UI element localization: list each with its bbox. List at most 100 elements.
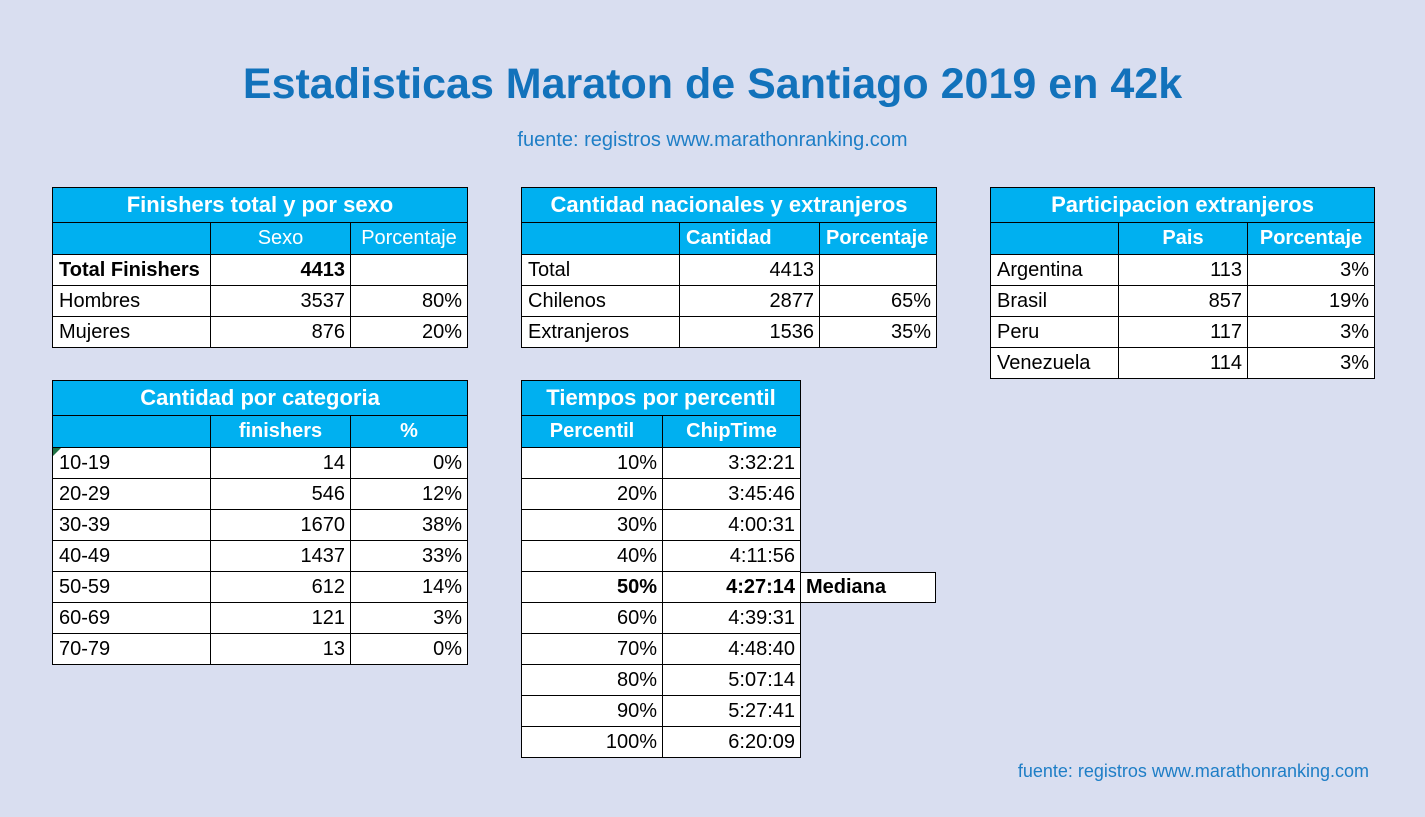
cell-label: 40-49 bbox=[52, 540, 211, 572]
table-header-row: Sexo Porcentaje bbox=[52, 222, 468, 255]
table-row: 50-59 612 14% bbox=[52, 571, 469, 603]
cell-value: 13 bbox=[210, 633, 351, 665]
excel-error-indicator-icon bbox=[53, 448, 61, 456]
cell-pct: 3% bbox=[1246, 316, 1376, 348]
table-row: 90% 5:27:41 bbox=[521, 695, 802, 727]
mediana-note-cell: Mediana bbox=[800, 572, 936, 603]
header-cell-porcentaje: Porcentaje bbox=[819, 222, 937, 255]
cell-value: 876 bbox=[210, 316, 351, 348]
table-row: Peru 117 3% bbox=[990, 316, 1376, 348]
cell-value: 546 bbox=[210, 478, 351, 510]
table-row: Argentina 113 3% bbox=[990, 254, 1376, 286]
header-cell-porcentaje: Porcentaje bbox=[350, 222, 468, 255]
cell-label: Argentina bbox=[990, 254, 1119, 286]
table-header-row: Percentil ChipTime bbox=[521, 415, 802, 448]
cell-value: 2877 bbox=[679, 285, 820, 317]
table-row: 80% 5:07:14 bbox=[521, 664, 802, 696]
table-row: 40-49 1437 33% bbox=[52, 540, 469, 572]
cell-percentil: 20% bbox=[521, 478, 663, 510]
table-row: Total 4413 bbox=[521, 254, 937, 286]
table-title-row: Cantidad nacionales y extranjeros bbox=[521, 187, 937, 223]
cell-value: 4413 bbox=[679, 254, 820, 286]
header-cell-cantidad: Cantidad bbox=[679, 222, 820, 255]
cell-pct: 0% bbox=[349, 447, 469, 479]
table-header-row: Cantidad Porcentaje bbox=[521, 222, 937, 255]
page-title: Estadisticas Maraton de Santiago 2019 en… bbox=[242, 60, 1183, 108]
cell-value: 1536 bbox=[679, 316, 820, 348]
table-tiempos-percentil: Tiempos por percentil Percentil ChipTime… bbox=[520, 380, 802, 758]
cell-pct: 35% bbox=[819, 316, 937, 348]
cell-percentil: 40% bbox=[521, 540, 663, 572]
cell-value: 117 bbox=[1118, 316, 1248, 348]
cell-percentil: 80% bbox=[521, 664, 663, 696]
cell-pct: 14% bbox=[349, 571, 469, 603]
cell-pct: 33% bbox=[349, 540, 469, 572]
footer-source: fuente: registros www.marathonranking.co… bbox=[1017, 761, 1369, 781]
cell-chiptime: 4:39:31 bbox=[661, 602, 802, 634]
cell-label: Total Finishers bbox=[52, 254, 211, 286]
cell-label: Extranjeros bbox=[521, 316, 680, 348]
cell-percentil: 90% bbox=[521, 695, 663, 727]
table-row: Hombres 3537 80% bbox=[52, 285, 468, 317]
cell-pct bbox=[350, 254, 468, 286]
header-cell-pais: Pais bbox=[1118, 222, 1248, 255]
table-row: 60-69 121 3% bbox=[52, 602, 469, 634]
table-row: 40% 4:11:56 bbox=[521, 540, 802, 572]
table-row: 10% 3:32:21 bbox=[521, 447, 802, 479]
table-header-row: finishers % bbox=[52, 415, 469, 448]
table-nacionales-extranjeros: Cantidad nacionales y extranjeros Cantid… bbox=[521, 187, 937, 348]
cell-value: 121 bbox=[210, 602, 351, 634]
cell-chiptime: 4:48:40 bbox=[661, 633, 802, 665]
table-row: 100% 6:20:09 bbox=[521, 726, 802, 758]
table-row: 30-39 1670 38% bbox=[52, 509, 469, 541]
table-title: Cantidad por categoria bbox=[51, 380, 469, 416]
table-row: 70-79 13 0% bbox=[52, 633, 469, 665]
cell-label: 10-19 bbox=[52, 447, 211, 479]
cell-pct: 0% bbox=[349, 633, 469, 665]
cell-label: Peru bbox=[990, 316, 1119, 348]
header-cell-finishers: finishers bbox=[210, 415, 351, 448]
table-row: Total Finishers 4413 bbox=[52, 254, 468, 286]
table-cantidad-categoria: Cantidad por categoria finishers % 10-19… bbox=[51, 380, 469, 665]
table-row: Chilenos 2877 65% bbox=[521, 285, 937, 317]
table-header-row: Pais Porcentaje bbox=[990, 222, 1376, 255]
cell-chiptime: 5:27:41 bbox=[661, 695, 802, 727]
table-row: Mujeres 876 20% bbox=[52, 316, 468, 348]
table-row: 70% 4:48:40 bbox=[521, 633, 802, 665]
table-row: Brasil 857 19% bbox=[990, 285, 1376, 317]
cell-label: 30-39 bbox=[52, 509, 211, 541]
cell-chiptime: 3:32:21 bbox=[661, 447, 802, 479]
header-cell-percentil: Percentil bbox=[521, 415, 663, 448]
cell-percentil: 60% bbox=[521, 602, 663, 634]
source-subtitle: fuente: registros www.marathonranking.co… bbox=[517, 129, 908, 151]
header-cell-sexo: Sexo bbox=[210, 222, 351, 255]
cell-label: Venezuela bbox=[990, 347, 1119, 379]
header-cell-blank bbox=[521, 222, 680, 255]
cell-chiptime: 5:07:14 bbox=[661, 664, 802, 696]
header-cell-pct: % bbox=[349, 415, 469, 448]
cell-value: 14 bbox=[210, 447, 351, 479]
table-title-row: Cantidad por categoria bbox=[51, 380, 469, 416]
cell-label-text: 10-19 bbox=[59, 451, 111, 474]
cell-value: 1670 bbox=[210, 509, 351, 541]
cell-label: Total bbox=[521, 254, 680, 286]
cell-label: Mujeres bbox=[52, 316, 211, 348]
cell-value: 3537 bbox=[210, 285, 351, 317]
table-row: Extranjeros 1536 35% bbox=[521, 316, 937, 348]
table-title-row: Participacion extranjeros bbox=[989, 187, 1376, 223]
cell-pct: 3% bbox=[1246, 254, 1376, 286]
table-title: Cantidad nacionales y extranjeros bbox=[521, 187, 937, 223]
cell-label: Hombres bbox=[52, 285, 211, 317]
cell-percentil: 100% bbox=[521, 726, 663, 758]
table-participacion-extranjeros: Participacion extranjeros Pais Porcentaj… bbox=[989, 187, 1376, 379]
cell-label: 60-69 bbox=[52, 602, 211, 634]
table-title-row: Tiempos por percentil bbox=[520, 380, 802, 416]
cell-chiptime: 3:45:46 bbox=[661, 478, 802, 510]
cell-label: Chilenos bbox=[521, 285, 680, 317]
cell-pct: 80% bbox=[350, 285, 468, 317]
header-cell-blank bbox=[990, 222, 1119, 255]
table-title: Finishers total y por sexo bbox=[52, 187, 468, 223]
table-row-median: 50% 4:27:14 bbox=[521, 571, 802, 603]
table-title-row: Finishers total y por sexo bbox=[52, 187, 468, 223]
